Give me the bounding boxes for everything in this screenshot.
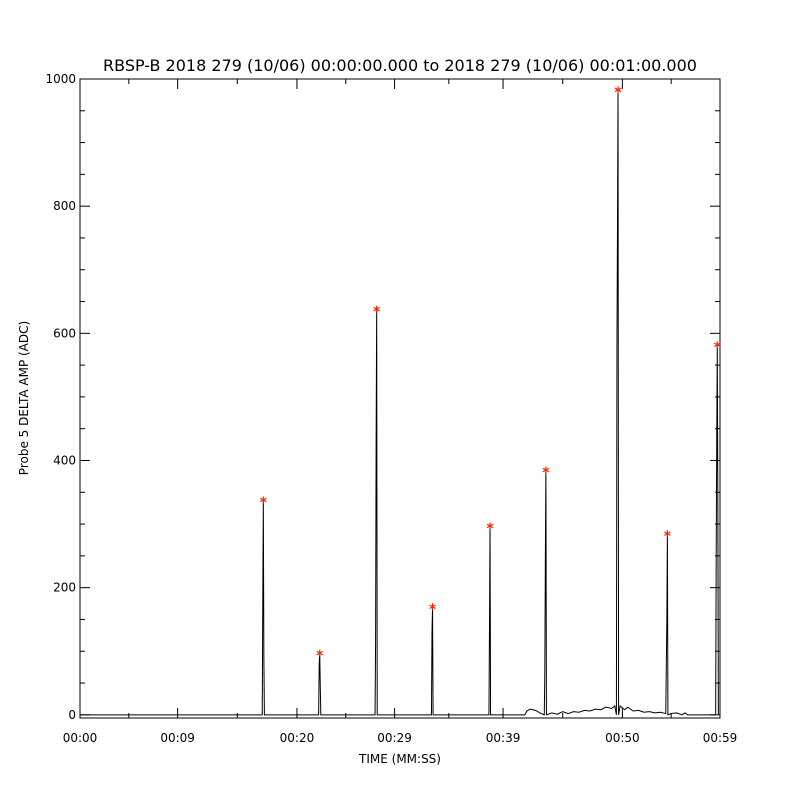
- peak-marker: [259, 496, 267, 504]
- plot-frame: [79, 78, 721, 719]
- x-tick-label: 00:29: [377, 731, 412, 745]
- y-tick-label: 800: [53, 199, 76, 213]
- peak-marker: [713, 341, 721, 349]
- marker-layer: [259, 86, 721, 657]
- x-tick-label: 00:50: [605, 731, 640, 745]
- x-tick-label: 00:59: [703, 731, 738, 745]
- peak-marker: [429, 603, 436, 611]
- y-tick-label: 1000: [45, 72, 76, 86]
- y-tick-label: 400: [53, 453, 76, 467]
- y-axis-label: Probe 5 DELTA AMP (ADC): [17, 321, 31, 475]
- peak-marker: [614, 86, 622, 94]
- y-tick-label: 600: [53, 326, 76, 340]
- y-axis: 0 200 400 600 800 1000: [45, 72, 720, 722]
- peak-marker: [486, 522, 494, 530]
- y-tick-label: 0: [68, 708, 76, 722]
- series-layer: [80, 89, 719, 716]
- x-axis: 00:00 00:09 00:20 00:29 00:39 00:50 00:59: [63, 79, 738, 745]
- x-tick-label: 00:00: [63, 731, 98, 745]
- y-tick-label: 200: [53, 581, 76, 595]
- x-tick-label: 00:39: [486, 731, 521, 745]
- peak-marker: [664, 530, 671, 538]
- x-tick-label: 00:09: [160, 731, 195, 745]
- peak-marker: [542, 466, 550, 474]
- x-tick-label: 00:20: [280, 731, 315, 745]
- peak-marker: [373, 305, 381, 313]
- chart-title: RBSP-B 2018 279 (10/06) 00:00:00.000 to …: [103, 56, 697, 75]
- x-axis-label: TIME (MM:SS): [358, 752, 441, 766]
- peak-marker: [316, 649, 324, 657]
- series-line: [80, 89, 719, 716]
